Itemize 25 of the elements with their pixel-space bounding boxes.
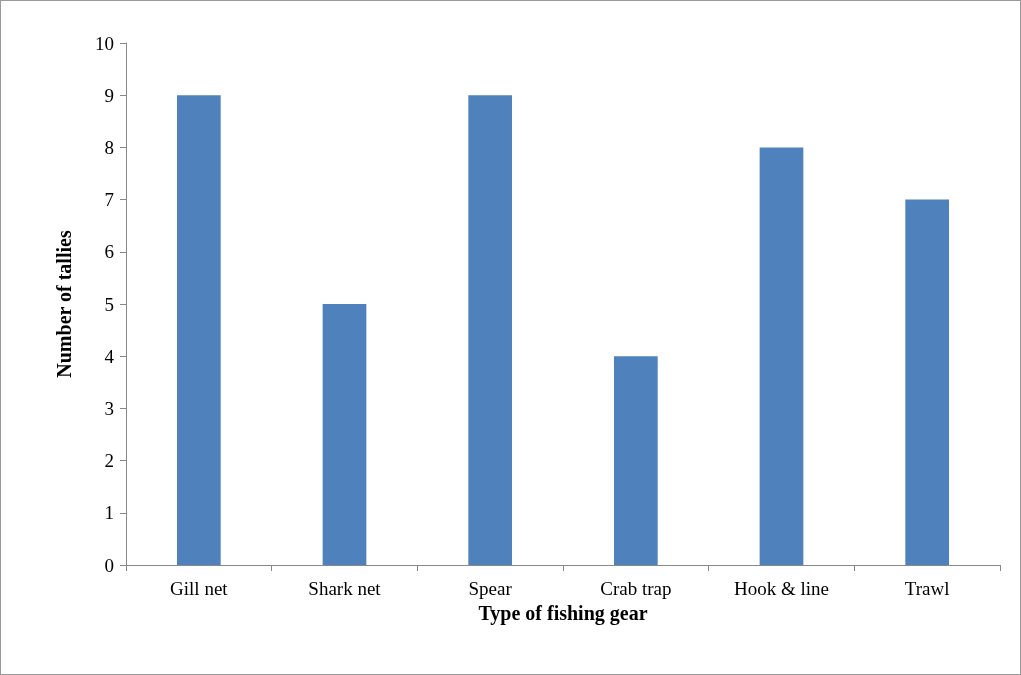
x-tick-label: Hook & line (734, 578, 829, 599)
y-tick-label: 4 (104, 345, 115, 367)
y-tick-label: 0 (104, 554, 114, 576)
y-tick-label: 8 (104, 136, 114, 158)
x-tick-label: Gill net (170, 578, 229, 599)
bar (322, 304, 367, 565)
x-axis-title: Type of fishing gear (478, 602, 648, 625)
y-tick-label: 6 (104, 241, 114, 263)
bar (759, 147, 804, 565)
y-tick-label: 5 (104, 293, 114, 315)
y-tick-label: 2 (104, 450, 114, 472)
y-tick-label: 7 (104, 189, 114, 211)
x-tick-label: Trawl (904, 578, 950, 599)
y-tick-label: 9 (104, 84, 114, 106)
bar (905, 199, 950, 565)
x-tick-label: Crab trap (600, 578, 672, 599)
y-axis-title: Number of tallies (53, 230, 75, 378)
y-tick-label: 10 (95, 32, 114, 54)
y-tick-label: 3 (104, 397, 114, 419)
y-tick-label: 1 (104, 502, 114, 524)
x-tick-label: Spear (468, 578, 513, 599)
bar (613, 356, 658, 565)
bar (468, 95, 513, 565)
x-tick-label: Shark net (308, 578, 382, 599)
bar (176, 95, 221, 565)
